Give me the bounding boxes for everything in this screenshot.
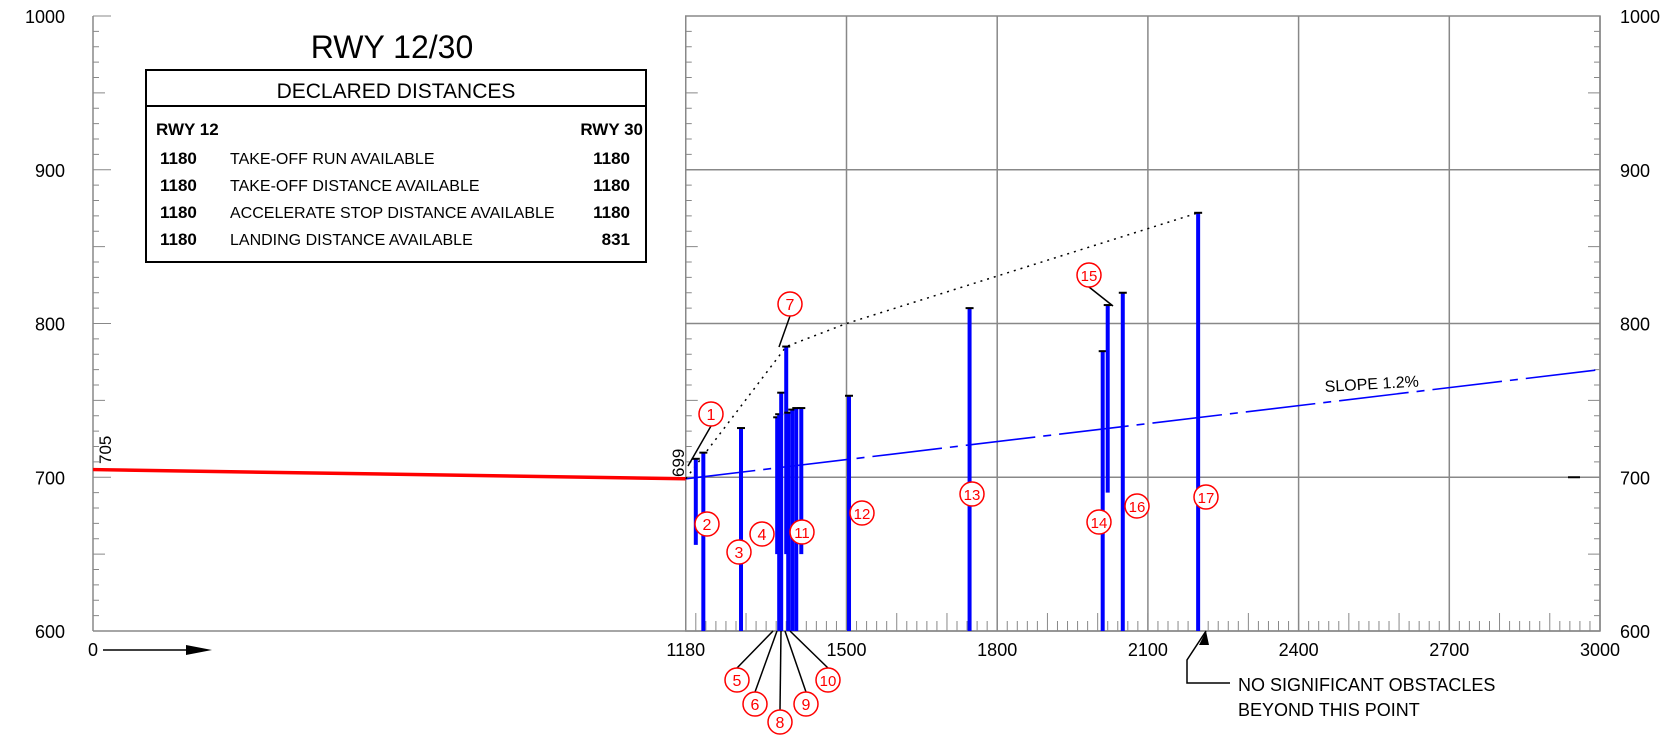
table-row-right-value: 1180 [593,149,630,168]
obstacle-15-id: 15 [1081,268,1098,285]
chart-title: RWY 12/30 [311,29,473,65]
obstacle-9-leader [784,630,807,693]
obstacle-14-id: 14 [1091,515,1108,532]
obstacle-2-id: 2 [703,517,712,534]
annotation-arrowhead [1199,631,1209,645]
obstacle-15-leader [1088,286,1114,307]
table-left-header: RWY 12 [156,120,219,139]
x-tick-label: 2100 [1128,640,1168,660]
no-obstacles-annotation: NO SIGNIFICANT OBSTACLES BEYOND THIS POI… [1238,675,1495,720]
obstacle-5-leader [736,630,774,669]
obstacle-5-marker [724,667,750,693]
x-tick-label: 2700 [1429,640,1469,660]
table-row-left-value: 1180 [160,176,197,195]
obstacle-3-marker [726,539,752,565]
obstacle-2-marker [694,511,720,537]
table-right-header: RWY 30 [580,120,643,139]
obstacle-1-marker [698,401,724,427]
obstacle-envelope-line [685,212,1199,480]
table-row-left-value: 1180 [160,230,197,249]
x-tick-label: 0 [88,640,98,660]
obstacle-12-marker [849,500,875,526]
obstacle-15-marker [1076,262,1102,288]
table-title: DECLARED DISTANCES [277,80,516,103]
table-row-label: TAKE-OFF RUN AVAILABLE [230,151,435,168]
runway-profile-line [92,467,686,481]
obstacle-10-marker [815,667,841,693]
declared-distances-table: DECLARED DISTANCES RWY 12 RWY 30 1180 TAK… [145,69,647,263]
obstacle-6-id: 6 [751,697,760,714]
obstacle-16-marker [1124,493,1150,519]
x-tick-label: 1800 [977,640,1017,660]
obstacle-17-id: 17 [1198,490,1215,507]
obstacle-10-leader [789,630,829,669]
obstacle-4-marker [749,521,775,547]
table-rows: 1180 TAKE-OFF RUN AVAILABLE 1180 1180 TAKE-O… [160,149,630,249]
obstacle-6-marker [742,691,768,717]
obstacles [691,211,1203,631]
y-tick-label-left: 800 [35,315,65,335]
table-row-label: ACCELERATE STOP DISTANCE AVAILABLE [230,205,555,222]
runway-end-elevation-30: 699 [669,449,688,477]
annotation-line1: NO SIGNIFICANT OBSTACLES [1238,675,1495,695]
obstacle-8-id: 8 [776,715,785,732]
slope-label: SLOPE 1.2% [1324,374,1419,396]
obstacle-17-marker [1193,484,1219,510]
table-row-left-value: 1180 [160,149,197,168]
obstacle-10-id: 10 [820,673,837,690]
table-row-left-value: 1180 [160,203,197,222]
table-row-right-value: 1180 [593,176,630,195]
table-row-right-value: 831 [602,230,630,249]
obstacle-13-marker [959,481,985,507]
annotation-line2: BEYOND THIS POINT [1238,700,1420,720]
y-tick-label-right: 600 [1620,622,1650,642]
obstacle-4-id: 4 [758,527,767,544]
y-tick-label-left: 600 [35,622,65,642]
annotation-leader [1186,630,1230,684]
obstacle-5-id: 5 [733,673,742,690]
grid [685,15,1601,632]
y-tick-label-left: 900 [35,161,65,181]
obstacle-1-id: 1 [707,407,716,424]
obstacle-7-marker [777,291,803,317]
y-tick-label-right: 700 [1620,468,1650,488]
x-tick-label: 2400 [1279,640,1319,660]
obstacle-11-id: 11 [794,525,810,542]
obstacle-3-id: 3 [735,545,744,562]
y-tick-label-right: 900 [1620,161,1650,181]
x-tick-label: 1500 [826,640,866,660]
x-tick-label: 3000 [1580,640,1620,660]
obstacle-16-id: 16 [1129,499,1146,516]
obstacle-7-leader [778,315,791,348]
table-row-right-value: 1180 [593,203,630,222]
obstacle-8-leader [779,630,782,711]
obstacle-14-marker [1086,509,1112,535]
slope-line [685,368,1601,480]
runway-profile: SLOPE 1.2% 705 699 [92,212,1601,481]
axes: 600 700 800 900 1000 600 700 800 900 1000 0 1180 150… [25,7,1660,660]
table-row-label: LANDING DISTANCE AVAILABLE [230,232,473,249]
y-tick-label-left: 1000 [25,7,65,27]
y-tick-label-right: 800 [1620,315,1650,335]
obstacle-12-id: 12 [854,506,871,523]
obstacle-8-marker [767,709,793,735]
obstacle-9-id: 9 [802,697,811,714]
y-tick-label-left: 700 [35,468,65,488]
obstacle-7-id: 7 [786,297,795,314]
obstacle-6-leader [754,630,778,693]
x-tick-label: 1180 [666,640,705,660]
obstacle-9-marker [793,691,819,717]
runway-end-elevation-12: 705 [96,436,115,464]
obstacle-11-marker [789,519,815,545]
obstacle-13-id: 13 [964,487,981,504]
obstacle-1-leader [687,425,712,467]
direction-arrow-head [186,645,212,655]
table-row-label: TAKE-OFF DISTANCE AVAILABLE [230,178,480,195]
y-tick-label-right: 1000 [1620,7,1660,27]
